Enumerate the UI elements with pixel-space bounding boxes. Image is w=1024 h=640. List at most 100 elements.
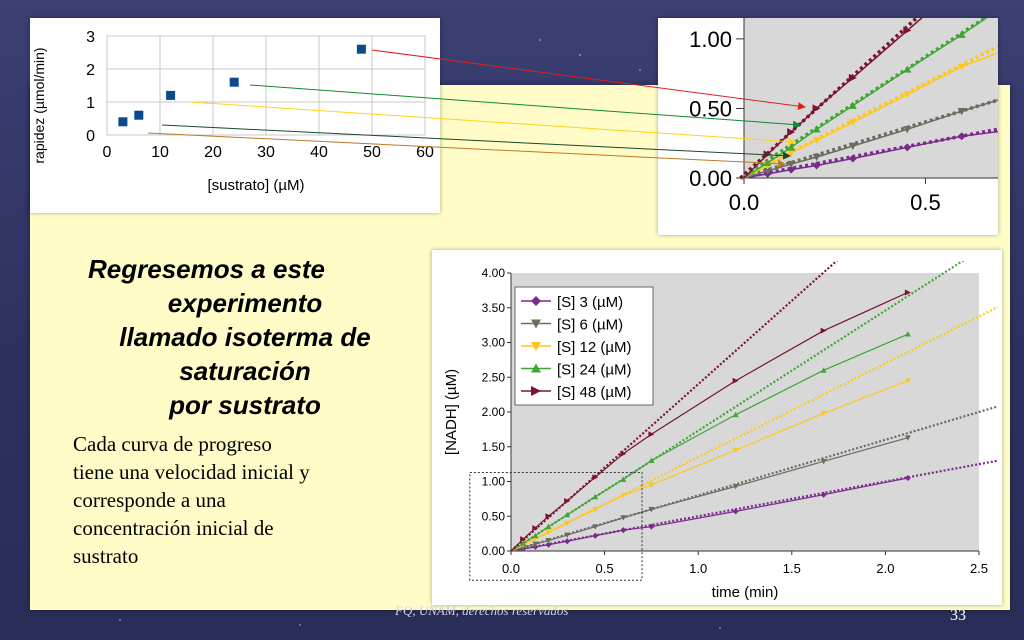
data-point (592, 474, 599, 481)
data-point (531, 363, 541, 373)
data-point (732, 483, 739, 490)
legend: [S] 3 (µM) [S] 6 (µM) [S] 12 (µM) [S] 24 (µ… (514, 286, 654, 406)
heading-line: Regresemos a este (88, 254, 326, 284)
zoom-chart: 0.00 0.50 1.00 0.0 0.5 (689, 18, 998, 215)
data-point (545, 538, 552, 544)
x-tick-label: 40 (310, 144, 328, 161)
tangent-line (511, 306, 999, 551)
data-point (648, 523, 655, 530)
data-point (564, 538, 571, 545)
saturation-chart-box: 0 10 20 30 40 50 60 0 1 2 3 [sustrato] (µM) rapidez … (30, 18, 440, 213)
data-point (732, 447, 739, 454)
y-tick-label: 1.50 (482, 440, 506, 454)
body-line: tiene una velocidad inicial y (73, 460, 310, 484)
data-point (564, 497, 571, 504)
slide-footer: FQ, UNAM, derechos reservados (395, 603, 569, 618)
data-point (564, 520, 571, 527)
y-tick-label: 2.50 (482, 370, 506, 384)
data-point (229, 77, 239, 87)
data-point (532, 532, 539, 539)
data-point (957, 63, 966, 71)
x-axis-label: [sustrato] (µM) (208, 177, 305, 194)
data-point (520, 536, 527, 543)
y-tick-label: 4.00 (482, 266, 506, 280)
y-tick-label: 0.50 (482, 509, 506, 523)
data-point (812, 125, 821, 133)
data-point (545, 541, 552, 548)
x-tick-label: 30 (257, 144, 275, 161)
data-point (820, 410, 827, 417)
x-tick-label: 2.5 (970, 561, 988, 576)
y-tick-label: 3 (86, 29, 95, 46)
body-line: concentración inicial de (73, 516, 274, 540)
y-axis-label: rapidez (µmol/min) (31, 47, 47, 163)
y-tick-label: 1 (86, 95, 95, 112)
legend-label: [S] 6 (µM) (557, 317, 623, 334)
data-point (763, 167, 772, 176)
legend-label: [S] 3 (µM) (557, 294, 623, 311)
legend-label: [S] 24 (µM) (557, 362, 632, 379)
y-tick-label: 0.50 (689, 96, 732, 121)
legend-label: [S] 12 (µM) (557, 339, 632, 356)
tangent-line (511, 459, 998, 551)
data-point (620, 476, 627, 482)
slide-heading: Regresemos a este experimento llamado is… (60, 252, 430, 422)
data-point (904, 435, 911, 441)
data-point (620, 450, 627, 457)
body-line: corresponde a una (73, 488, 226, 512)
data-point (134, 110, 144, 120)
slide-body-text: Cada curva de progreso tiene una velocid… (73, 430, 403, 570)
data-point (904, 331, 911, 337)
y-tick-label: 2.00 (482, 405, 506, 419)
data-point (812, 104, 821, 113)
data-point (532, 541, 539, 548)
heading-line: llamado isoterma de (119, 322, 371, 352)
data-point (903, 26, 912, 35)
x-tick-label: 1.5 (783, 561, 801, 576)
data-point (545, 523, 552, 530)
tangent-line (739, 44, 998, 180)
x-axis-label: time (min) (712, 584, 779, 601)
data-point (648, 431, 655, 438)
data-point (848, 73, 857, 82)
y-tick-label: 3.50 (482, 301, 506, 315)
data-point (520, 540, 527, 546)
data-point (848, 154, 857, 163)
data-point (531, 342, 541, 351)
progress-chart: 0.00 0.50 1.00 1.50 2.00 2.50 3.00 3.50 4.00 0.0 0… (443, 261, 999, 601)
data-point (848, 142, 857, 150)
data-point (787, 160, 796, 169)
data-point (531, 296, 541, 306)
x-tick-label: 1.0 (689, 561, 707, 576)
y-tick-label: 0.00 (689, 166, 732, 191)
page-number: 33 (950, 607, 966, 624)
y-tick-label: 1.00 (689, 27, 732, 52)
x-tick-label: 2.0 (876, 561, 894, 576)
series-group (511, 261, 999, 551)
data-point (532, 525, 539, 532)
data-point (620, 493, 627, 499)
data-point (812, 161, 821, 170)
y-tick-label: 1.00 (482, 475, 506, 489)
data-point (166, 90, 176, 100)
data-point (820, 327, 827, 334)
tangent-line (740, 127, 998, 180)
data-point (592, 506, 599, 513)
x-tick-label: 0.5 (910, 190, 941, 215)
progress-chart-box: 0.00 0.50 1.00 1.50 2.00 2.50 3.00 3.50 4.00 0.0 0… (432, 250, 1002, 605)
data-point (957, 108, 966, 116)
legend-label: [S] 48 (µM) (557, 384, 632, 401)
data-point (904, 289, 911, 296)
heading-line: experimento (167, 288, 323, 318)
data-point (820, 367, 827, 373)
data-point (903, 126, 912, 134)
data-point (848, 101, 857, 109)
heading-line: por sustrato (169, 390, 321, 420)
x-tick-label: 10 (151, 144, 169, 161)
y-tick-label: 0 (86, 128, 95, 145)
x-tick-label: 0.5 (596, 561, 614, 576)
data-point (732, 411, 739, 418)
x-tick-label: 0 (103, 144, 112, 161)
data-point (531, 386, 541, 396)
data-point (904, 378, 911, 384)
